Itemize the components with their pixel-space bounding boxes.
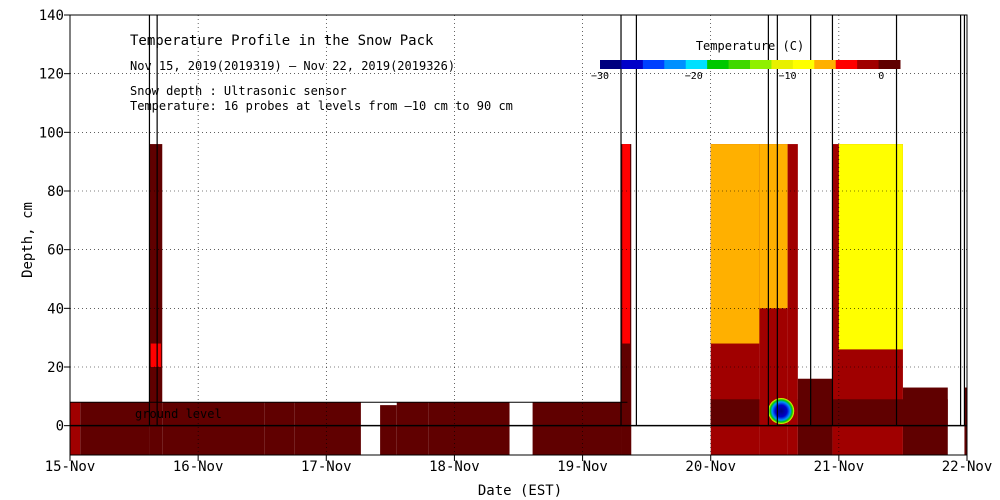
heat-cell-4 bbox=[162, 402, 265, 455]
colorbar-swatch-12 bbox=[857, 60, 880, 69]
x-tick-label-6: 21-Nov bbox=[814, 459, 865, 475]
chart-subtitle: Nov 15, 2019(2019319) – Nov 22, 2019(201… bbox=[130, 59, 455, 73]
y-axis-title: Depth, cm bbox=[20, 202, 36, 278]
colorbar-swatch-7 bbox=[750, 60, 772, 69]
colorbar-swatch-10 bbox=[814, 60, 837, 69]
y-axis: 0 20 40 60 80 100 120 140 bbox=[39, 8, 70, 435]
colorbar-swatch-3 bbox=[664, 60, 687, 69]
y-tick-label-0: 0 bbox=[56, 419, 64, 435]
colorbar-tick-label-2: −10 bbox=[778, 71, 796, 82]
y-tick-label-7: 140 bbox=[39, 8, 64, 24]
temperature-colorbar: Temperature (C) −30 −20 −10 0 bbox=[591, 39, 901, 82]
chart-title: Temperature Profile in the Snow Pack bbox=[130, 33, 434, 49]
temperature-heatmap bbox=[70, 144, 967, 455]
heat-cell-14 bbox=[710, 144, 760, 344]
colorbar-swatch-0 bbox=[600, 60, 622, 69]
x-tick-label-7: 22-Nov bbox=[942, 459, 993, 475]
heat-cell-6 bbox=[294, 402, 361, 455]
cold-spot bbox=[768, 398, 795, 424]
colorbar-swatch-13 bbox=[878, 60, 901, 69]
x-tick-label-3: 18-Nov bbox=[429, 459, 480, 475]
x-axis: 15-Nov 16-Nov 17-Nov 18-Nov 19-Nov 20-Nov 21-N… bbox=[45, 455, 993, 475]
heat-cell-7 bbox=[380, 405, 397, 455]
y-tick-label-3: 60 bbox=[47, 243, 64, 259]
heat-cell-17 bbox=[759, 144, 788, 309]
heat-cell-9 bbox=[428, 402, 510, 455]
x-tick-label-1: 16-Nov bbox=[173, 459, 224, 475]
colorbar-swatch-1 bbox=[621, 60, 644, 69]
x-tick-label-2: 17-Nov bbox=[301, 459, 352, 475]
heat-cell-10 bbox=[532, 402, 622, 455]
heat-cell-8 bbox=[396, 402, 429, 455]
x-tick-label-5: 20-Nov bbox=[685, 459, 736, 475]
heat-cell-1 bbox=[80, 402, 150, 455]
y-tick-label-4: 80 bbox=[47, 184, 64, 200]
colorbar-swatch-9 bbox=[792, 60, 815, 69]
colorbar-tick-label-1: −20 bbox=[685, 71, 703, 82]
note-temperature-probes: Temperature: 16 probes at levels from –1… bbox=[130, 99, 513, 113]
heat-cell-25 bbox=[964, 387, 967, 455]
colorbar-swatch-5 bbox=[707, 60, 730, 69]
heat-cell-20 bbox=[797, 399, 833, 426]
y-tick-label-5: 100 bbox=[39, 125, 64, 141]
heat-cell-2 bbox=[149, 144, 163, 455]
heat-cell-5 bbox=[264, 402, 295, 455]
x-tick-label-4: 19-Nov bbox=[557, 459, 608, 475]
plot-frame bbox=[69, 14, 968, 456]
colorbar-swatch-2 bbox=[642, 60, 665, 69]
ground-level-label: ground level bbox=[135, 407, 222, 421]
heat-cell-24 bbox=[902, 387, 948, 455]
colorbar-swatch-8 bbox=[771, 60, 794, 69]
colorbar-swatch-6 bbox=[728, 60, 751, 69]
colorbar-tick-label-0: −30 bbox=[591, 71, 609, 82]
heat-cell-18 bbox=[787, 144, 798, 455]
colorbar-swatch-4 bbox=[685, 60, 708, 69]
snow-depth-spikes bbox=[70, 15, 966, 426]
heat-cell-22 bbox=[838, 144, 903, 350]
heat-cell-3 bbox=[150, 343, 161, 367]
heat-cell-0 bbox=[70, 402, 81, 455]
colorbar-title: Temperature (C) bbox=[696, 39, 804, 53]
note-snow-depth: Snow depth : Ultrasonic sensor bbox=[130, 84, 347, 98]
x-tick-label-0: 15-Nov bbox=[45, 459, 96, 475]
y-tick-label-1: 20 bbox=[47, 360, 64, 376]
x-axis-title: Date (EST) bbox=[478, 483, 562, 499]
heat-cell-12 bbox=[622, 144, 630, 344]
y-tick-label-6: 120 bbox=[39, 67, 64, 83]
heat-cell-15 bbox=[710, 399, 760, 426]
colorbar-tick-label-3: 0 bbox=[878, 71, 884, 82]
y-tick-label-2: 40 bbox=[47, 301, 64, 317]
colorbar-swatch-11 bbox=[835, 60, 858, 69]
